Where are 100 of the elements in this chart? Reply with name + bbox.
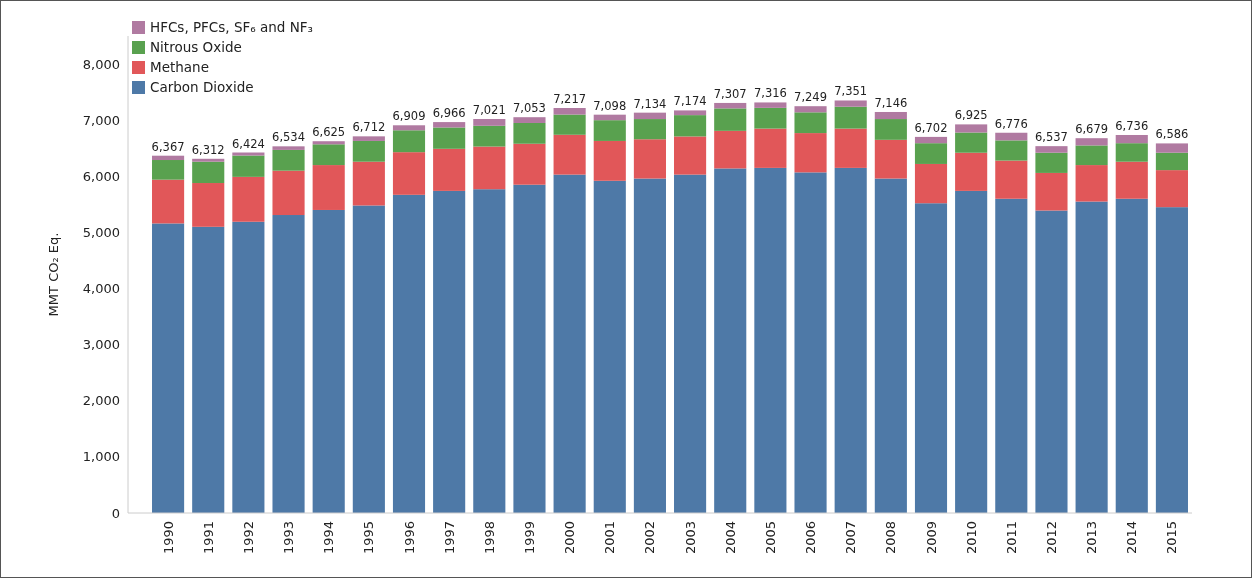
bar — [1075, 165, 1108, 202]
bar — [754, 167, 787, 513]
bar — [1155, 152, 1188, 171]
bar — [955, 124, 988, 133]
x-tick-label: 1995 — [361, 521, 377, 555]
x-tick-label: 2014 — [1124, 521, 1140, 555]
bar — [192, 158, 225, 162]
bar — [874, 119, 907, 140]
bar — [192, 183, 225, 227]
bar — [995, 132, 1028, 141]
x-tick-label: 1991 — [200, 521, 216, 555]
x-tick-label: 2007 — [843, 521, 859, 555]
legend-label: Nitrous Oxide — [150, 39, 242, 55]
bar — [714, 130, 747, 169]
bar — [152, 179, 185, 224]
bar — [392, 152, 426, 195]
total-label: 7,134 — [633, 96, 667, 111]
bar — [1115, 134, 1148, 144]
x-tick-label: 1997 — [441, 521, 457, 555]
x-tick-label: 1999 — [522, 521, 538, 555]
bar — [794, 133, 827, 173]
legend-label: Carbon Dioxide — [150, 79, 254, 95]
bar — [1035, 146, 1068, 153]
bar — [633, 119, 666, 140]
x-tick-label: 2003 — [682, 521, 698, 555]
bar — [955, 132, 988, 153]
bar — [312, 144, 345, 166]
bar — [714, 108, 747, 131]
bar — [1075, 201, 1108, 513]
y-tick-label: 8,000 — [82, 56, 120, 72]
bar — [955, 152, 988, 191]
bar — [834, 128, 867, 168]
bar — [874, 111, 907, 120]
bar — [473, 125, 506, 147]
total-label: 6,702 — [914, 120, 948, 135]
x-tick-label: 1998 — [481, 521, 497, 555]
bar — [714, 168, 747, 513]
bar — [754, 128, 787, 168]
total-label: 6,925 — [954, 108, 988, 123]
bar — [593, 120, 626, 141]
x-tick-label: 2005 — [762, 521, 778, 555]
bar — [272, 149, 305, 171]
bar — [1035, 152, 1068, 173]
bar — [312, 209, 345, 513]
bar — [593, 180, 626, 513]
bar — [433, 127, 466, 149]
x-tick-label: 2011 — [1003, 521, 1019, 555]
bar — [1115, 198, 1148, 513]
y-tick-label: 3,000 — [82, 337, 120, 353]
bar — [794, 106, 827, 113]
y-tick-label: 1,000 — [82, 449, 120, 465]
bar — [553, 174, 586, 513]
x-tick-label: 1994 — [321, 521, 337, 555]
total-label: 6,776 — [994, 116, 1028, 131]
bar — [392, 125, 426, 131]
bar — [674, 136, 707, 175]
bar — [152, 223, 185, 513]
bar — [312, 141, 345, 145]
bar — [754, 102, 787, 108]
total-label: 7,146 — [874, 95, 908, 110]
bar — [232, 176, 265, 222]
bar — [433, 148, 466, 191]
bar — [995, 198, 1028, 513]
bar — [352, 205, 385, 513]
x-tick-label: 1992 — [240, 521, 256, 555]
x-tick-label: 1993 — [281, 521, 297, 555]
bar — [874, 139, 907, 179]
bar — [513, 117, 546, 123]
bar — [272, 146, 305, 150]
bar — [513, 122, 546, 144]
bar — [232, 152, 265, 156]
bar — [232, 221, 265, 513]
total-label: 7,249 — [794, 90, 828, 105]
x-tick-label: 2004 — [722, 521, 738, 555]
x-tick-label: 1990 — [160, 521, 176, 555]
bar — [633, 112, 666, 120]
bar — [995, 160, 1028, 199]
bar — [914, 136, 948, 144]
bar — [192, 226, 225, 513]
y-tick-label: 0 — [111, 505, 120, 521]
bar — [794, 172, 827, 513]
bar — [1115, 143, 1148, 162]
total-label: 7,217 — [553, 92, 587, 106]
bar — [593, 114, 626, 121]
bar — [392, 194, 426, 513]
bar — [513, 143, 546, 185]
x-tick-label: 1996 — [401, 521, 417, 555]
x-tick-label: 2013 — [1084, 521, 1100, 555]
y-tick-label: 7,000 — [82, 112, 120, 128]
bar — [513, 184, 546, 513]
bar — [1075, 145, 1108, 166]
total-label: 6,909 — [392, 109, 426, 124]
bar — [874, 178, 907, 513]
bar — [272, 170, 305, 216]
bar — [1155, 207, 1188, 513]
bar — [834, 100, 867, 107]
y-tick-label: 4,000 — [82, 281, 120, 297]
total-label: 7,351 — [834, 84, 868, 99]
total-label: 6,712 — [352, 120, 386, 135]
total-label: 7,021 — [472, 103, 506, 117]
